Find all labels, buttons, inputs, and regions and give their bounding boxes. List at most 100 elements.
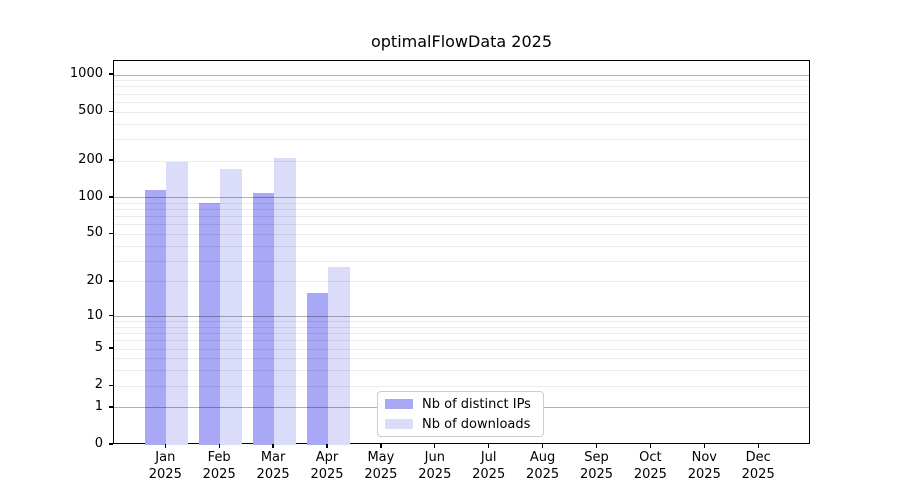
x-tick-label: Jan 2025: [134, 450, 196, 483]
y-tick-label: 1: [94, 398, 103, 414]
gridline: [114, 340, 809, 342]
y-tick: [109, 196, 113, 198]
legend-item: Nb of downloads: [385, 416, 536, 433]
y-tick: [109, 347, 113, 349]
y-tick: [109, 232, 113, 235]
x-tick-label: Nov 2025: [673, 450, 735, 483]
x-tick-month: Jun: [424, 450, 445, 465]
x-tick-year: 2025: [364, 466, 398, 482]
gridline: [114, 358, 809, 360]
x-tick-month: Jul: [480, 450, 497, 465]
x-tick: [595, 444, 598, 448]
y-tick-label: 5: [94, 340, 103, 356]
x-tick-month: Jan: [155, 450, 176, 465]
gridline: [114, 216, 809, 218]
x-tick-month: Aug: [529, 450, 556, 465]
y-tick-label: 100: [78, 188, 103, 204]
gridline: [114, 233, 809, 235]
x-tick-year: 2025: [418, 466, 452, 482]
gridline: [114, 101, 809, 103]
gridline: [114, 260, 809, 262]
gridline: [114, 74, 809, 76]
bar-distinct-ips: [252, 192, 275, 445]
gridline: [114, 209, 809, 211]
x-tick-label: Sep 2025: [566, 450, 628, 483]
x-tick-label: Feb 2025: [188, 450, 250, 483]
x-tick: [703, 444, 705, 448]
x-tick-year: 2025: [526, 466, 560, 482]
x-tick-year: 2025: [579, 466, 614, 482]
x-tick-month: Oct: [639, 450, 662, 465]
x-tick-label: Jun 2025: [404, 450, 466, 483]
y-tick-label: 200: [78, 152, 103, 167]
y-tick-label: 500: [78, 103, 103, 119]
x-tick-label: Apr 2025: [296, 450, 358, 483]
x-tick-year: 2025: [256, 466, 290, 482]
gridline: [114, 138, 809, 140]
bar-distinct-ips: [144, 189, 167, 445]
gridline: [114, 197, 809, 199]
bar-downloads: [328, 266, 350, 445]
bar-distinct-ips: [306, 293, 328, 445]
bar-downloads: [220, 169, 242, 445]
gridline: [114, 326, 809, 328]
x-tick-label: Jul 2025: [458, 450, 520, 483]
gridline: [114, 385, 809, 387]
x-tick: [649, 444, 652, 448]
gridline: [114, 80, 809, 82]
gridline: [114, 348, 809, 350]
x-tick-label: May 2025: [350, 450, 412, 483]
y-tick: [109, 314, 113, 317]
gridline: [114, 370, 809, 372]
y-tick: [109, 159, 113, 161]
x-tick: [434, 444, 436, 448]
y-tick-label: 10: [86, 307, 103, 323]
y-tick: [109, 110, 113, 112]
y-tick-label: 1000: [69, 66, 103, 82]
x-tick-month: Dec: [745, 450, 771, 465]
x-tick: [218, 444, 220, 448]
x-tick-year: 2025: [472, 466, 506, 482]
y-tick: [109, 443, 113, 445]
legend-swatch-distinct-ips-icon: [385, 399, 413, 409]
x-tick: [541, 444, 544, 448]
x-tick-year: 2025: [687, 466, 721, 482]
y-tick: [109, 280, 113, 282]
gridline: [114, 93, 809, 95]
legend-label-distinct-ips: Nb of distinct IPs: [422, 396, 531, 412]
gridline: [114, 160, 809, 162]
gridline: [114, 224, 809, 226]
y-tick-label: 20: [86, 272, 103, 288]
y-tick: [109, 406, 113, 408]
x-tick: [164, 444, 166, 448]
y-tick: [109, 384, 113, 386]
x-tick: [380, 444, 382, 448]
x-tick-year: 2025: [310, 466, 344, 482]
x-tick-month: Mar: [260, 450, 286, 465]
gridline: [114, 86, 809, 88]
x-tick: [326, 444, 328, 448]
gridline: [114, 333, 809, 335]
gridline: [114, 123, 809, 125]
x-tick-year: 2025: [741, 466, 775, 482]
x-tick-label: Dec 2025: [727, 450, 789, 483]
x-tick-month: Apr: [315, 450, 339, 465]
legend-swatch-downloads-icon: [385, 419, 413, 429]
x-tick-label: Aug 2025: [512, 450, 574, 483]
bar-downloads: [166, 162, 188, 445]
y-tick-label: 50: [86, 225, 103, 241]
x-tick-year: 2025: [633, 466, 667, 482]
x-tick-month: Nov: [691, 450, 717, 465]
y-tick-label: 2: [94, 377, 103, 393]
gridline: [114, 245, 809, 247]
y-tick-label: 0: [94, 436, 103, 451]
x-tick-year: 2025: [202, 466, 236, 482]
gridline: [114, 281, 809, 283]
gridline: [114, 202, 809, 204]
x-tick-label: Oct 2025: [619, 450, 681, 483]
bar-distinct-ips: [198, 202, 221, 445]
x-tick: [488, 444, 490, 448]
bar-downloads: [274, 157, 296, 445]
y-tick: [109, 73, 113, 75]
